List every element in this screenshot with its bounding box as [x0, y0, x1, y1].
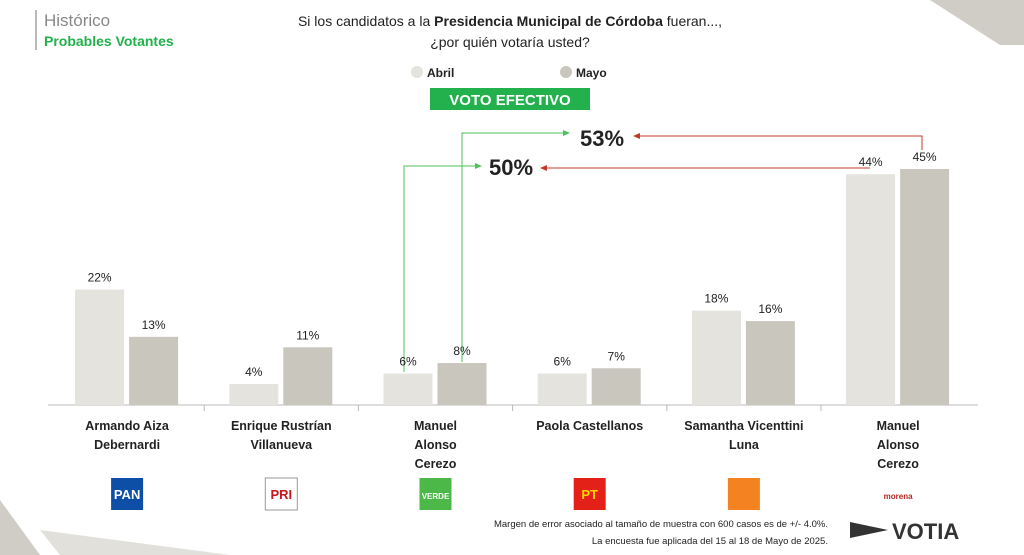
- x-tick-label: Luna: [729, 438, 760, 452]
- bar: [129, 336, 179, 405]
- value-label: 13%: [142, 318, 166, 332]
- value-label: 44%: [859, 155, 883, 169]
- x-tick-label: Samantha Vicenttini: [684, 419, 803, 433]
- party-logo: [111, 478, 144, 510]
- chart-title-line2: ¿por quién votaría usted?: [430, 34, 590, 50]
- x-tick-label: Enrique Rustrían: [231, 419, 332, 433]
- annotation-arrows: [403, 130, 923, 372]
- bar: [383, 373, 433, 405]
- legend-label: Mayo: [576, 66, 607, 80]
- value-label: 11%: [296, 328, 319, 342]
- footnote: La encuesta fue aplicada del 15 al 18 de…: [592, 536, 828, 547]
- bar: [591, 368, 641, 405]
- value-label: 7%: [608, 349, 626, 363]
- x-tick-label: Paola Castellanos: [536, 419, 643, 433]
- title-part: Si los candidatos a la: [298, 13, 434, 29]
- brand: VOTIA: [892, 519, 959, 544]
- annotation: 50%: [489, 155, 533, 180]
- arrow-head: [540, 165, 547, 171]
- arrow-head: [633, 133, 640, 139]
- bar: [745, 321, 795, 405]
- value-label: 6%: [399, 355, 417, 369]
- bar: [229, 384, 279, 405]
- party-logo: [882, 478, 915, 510]
- annotation: 53%: [580, 126, 624, 151]
- arrow: [461, 132, 566, 362]
- party-logo-text: morena: [884, 492, 913, 501]
- header-subtitle: Probables Votantes: [44, 33, 174, 49]
- party-logo-text: VERDE: [422, 492, 450, 501]
- x-tick-label: Debernardi: [94, 438, 160, 452]
- x-tick-label: Alonso: [414, 438, 457, 452]
- title-part: fueran...,: [663, 13, 722, 29]
- party-logo: [264, 477, 298, 511]
- party-logo: [419, 478, 452, 510]
- value-label: 18%: [704, 292, 728, 306]
- party-logo-text: PRI: [270, 487, 292, 502]
- x-tick-label: Armando Aiza: [85, 419, 170, 433]
- x-tick-label: Manuel: [414, 419, 457, 433]
- value-label: 8%: [453, 344, 471, 358]
- party-logo: [727, 478, 760, 510]
- corner-shape: [0, 500, 40, 555]
- header-title: Histórico: [44, 11, 110, 30]
- chart-title: Si los candidatos a la Presidencia Munic…: [298, 13, 722, 29]
- x-tick-label: Villanueva: [250, 438, 313, 452]
- arrow: [638, 135, 923, 150]
- bar: [846, 174, 896, 405]
- footnote: Margen de error asociado al tamaño de mu…: [494, 519, 828, 530]
- arrow-head: [475, 163, 482, 169]
- x-tick-label: Cerezo: [877, 457, 919, 471]
- party-logo-text: PT: [581, 487, 598, 502]
- brand-mark: [850, 522, 888, 538]
- title-bold: Presidencia Municipal de Córdoba: [434, 13, 663, 29]
- bar: [437, 363, 487, 405]
- x-tick-label: Alonso: [877, 438, 920, 452]
- bar: [283, 347, 333, 405]
- value-label: 4%: [245, 365, 263, 379]
- x-tick-label: Manuel: [877, 419, 920, 433]
- corner-shape: [40, 530, 230, 555]
- arrow: [403, 165, 478, 372]
- value-label: 45%: [913, 150, 937, 164]
- legend-swatch: [560, 66, 572, 78]
- party-logo: [573, 478, 606, 510]
- arrow-head: [563, 130, 570, 136]
- legend-swatch: [411, 66, 423, 78]
- badge-text: VOTO EFECTIVO: [449, 92, 571, 109]
- corner-shape: [930, 0, 1024, 45]
- value-label: 22%: [88, 271, 112, 285]
- bar: [75, 289, 125, 405]
- bar: [900, 169, 950, 405]
- legend-label: Abril: [427, 66, 454, 80]
- bar: [691, 310, 741, 405]
- value-label: 16%: [758, 302, 782, 316]
- x-tick-label: Cerezo: [415, 457, 457, 471]
- value-label: 6%: [554, 355, 572, 369]
- bar: [537, 373, 587, 405]
- badge: [430, 88, 590, 110]
- party-logo-text: PAN: [114, 487, 140, 502]
